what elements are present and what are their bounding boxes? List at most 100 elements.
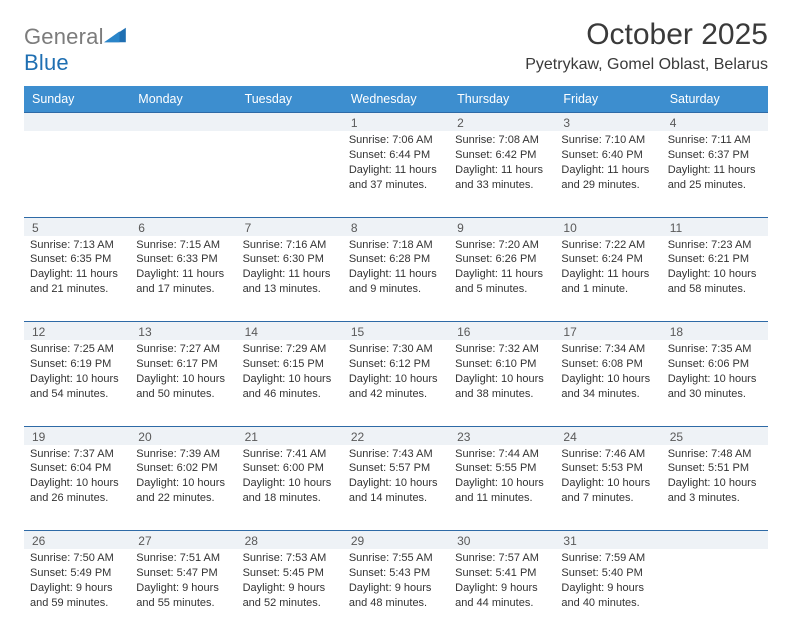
day-cell: Sunrise: 7:13 AMSunset: 6:35 PMDaylight:… bbox=[24, 236, 130, 322]
day-detail-line: Sunrise: 7:25 AM bbox=[30, 342, 124, 357]
day-detail-line: Daylight: 9 hours and 59 minutes. bbox=[30, 581, 124, 611]
day-number: 4 bbox=[662, 113, 768, 131]
day-detail-line: Sunset: 5:57 PM bbox=[349, 461, 443, 476]
day-detail-line: Sunrise: 7:30 AM bbox=[349, 342, 443, 357]
day-cell-inner: Sunrise: 7:06 AMSunset: 6:44 PMDaylight:… bbox=[343, 131, 449, 196]
day-number: 15 bbox=[343, 322, 449, 340]
day-cell: Sunrise: 7:51 AMSunset: 5:47 PMDaylight:… bbox=[130, 549, 236, 635]
day-detail-line: Sunrise: 7:34 AM bbox=[561, 342, 655, 357]
day-cell-inner: Sunrise: 7:46 AMSunset: 5:53 PMDaylight:… bbox=[555, 445, 661, 510]
day-number bbox=[237, 113, 343, 131]
day-number: 16 bbox=[449, 322, 555, 340]
day-number-cell: 20 bbox=[130, 426, 236, 445]
day-number: 25 bbox=[662, 427, 768, 445]
day-number: 5 bbox=[24, 218, 130, 236]
day-number-cell: 13 bbox=[130, 322, 236, 341]
week-detail-row: Sunrise: 7:25 AMSunset: 6:19 PMDaylight:… bbox=[24, 340, 768, 426]
day-detail-line: Daylight: 10 hours and 46 minutes. bbox=[243, 372, 337, 402]
day-cell bbox=[130, 131, 236, 217]
day-detail-line: Sunrise: 7:29 AM bbox=[243, 342, 337, 357]
day-number: 27 bbox=[130, 531, 236, 549]
day-number-cell: 10 bbox=[555, 217, 661, 236]
day-detail-line: Sunset: 6:04 PM bbox=[30, 461, 124, 476]
day-number-cell: 11 bbox=[662, 217, 768, 236]
day-number-cell: 14 bbox=[237, 322, 343, 341]
day-number: 30 bbox=[449, 531, 555, 549]
day-cell-inner: Sunrise: 7:53 AMSunset: 5:45 PMDaylight:… bbox=[237, 549, 343, 614]
day-detail-line: Daylight: 9 hours and 55 minutes. bbox=[136, 581, 230, 611]
day-detail-line: Sunrise: 7:06 AM bbox=[349, 133, 443, 148]
day-cell-inner: Sunrise: 7:15 AMSunset: 6:33 PMDaylight:… bbox=[130, 236, 236, 301]
day-detail-line: Daylight: 11 hours and 13 minutes. bbox=[243, 267, 337, 297]
day-detail-line: Sunset: 6:42 PM bbox=[455, 148, 549, 163]
day-number-cell: 15 bbox=[343, 322, 449, 341]
day-cell: Sunrise: 7:37 AMSunset: 6:04 PMDaylight:… bbox=[24, 445, 130, 531]
day-detail-line: Daylight: 11 hours and 29 minutes. bbox=[561, 163, 655, 193]
day-detail-line: Sunrise: 7:53 AM bbox=[243, 551, 337, 566]
day-number: 7 bbox=[237, 218, 343, 236]
day-cell: Sunrise: 7:41 AMSunset: 6:00 PMDaylight:… bbox=[237, 445, 343, 531]
day-number-cell bbox=[130, 113, 236, 132]
day-detail-line: Sunset: 6:24 PM bbox=[561, 252, 655, 267]
day-detail-line: Daylight: 10 hours and 26 minutes. bbox=[30, 476, 124, 506]
weekday-header: Wednesday bbox=[343, 86, 449, 113]
day-detail-line: Sunrise: 7:51 AM bbox=[136, 551, 230, 566]
day-cell-inner: Sunrise: 7:37 AMSunset: 6:04 PMDaylight:… bbox=[24, 445, 130, 510]
day-cell: Sunrise: 7:25 AMSunset: 6:19 PMDaylight:… bbox=[24, 340, 130, 426]
day-detail-line: Sunrise: 7:46 AM bbox=[561, 447, 655, 462]
day-number: 19 bbox=[24, 427, 130, 445]
weekday-header: Friday bbox=[555, 86, 661, 113]
day-number: 28 bbox=[237, 531, 343, 549]
day-detail-line: Sunset: 6:33 PM bbox=[136, 252, 230, 267]
week-daynum-row: 1234 bbox=[24, 113, 768, 132]
day-detail-line: Daylight: 10 hours and 34 minutes. bbox=[561, 372, 655, 402]
day-cell: Sunrise: 7:39 AMSunset: 6:02 PMDaylight:… bbox=[130, 445, 236, 531]
day-detail-line: Sunset: 6:28 PM bbox=[349, 252, 443, 267]
day-number: 2 bbox=[449, 113, 555, 131]
day-detail-line: Daylight: 11 hours and 9 minutes. bbox=[349, 267, 443, 297]
day-cell-inner: Sunrise: 7:08 AMSunset: 6:42 PMDaylight:… bbox=[449, 131, 555, 196]
day-detail-line: Daylight: 10 hours and 58 minutes. bbox=[668, 267, 762, 297]
day-detail-line: Sunrise: 7:23 AM bbox=[668, 238, 762, 253]
day-detail-line: Sunrise: 7:39 AM bbox=[136, 447, 230, 462]
weekday-header: Saturday bbox=[662, 86, 768, 113]
day-cell: Sunrise: 7:29 AMSunset: 6:15 PMDaylight:… bbox=[237, 340, 343, 426]
day-cell-inner: Sunrise: 7:39 AMSunset: 6:02 PMDaylight:… bbox=[130, 445, 236, 510]
day-cell bbox=[24, 131, 130, 217]
day-detail-line: Sunrise: 7:48 AM bbox=[668, 447, 762, 462]
week-detail-row: Sunrise: 7:50 AMSunset: 5:49 PMDaylight:… bbox=[24, 549, 768, 635]
day-number bbox=[130, 113, 236, 131]
day-detail-line: Sunrise: 7:35 AM bbox=[668, 342, 762, 357]
day-cell-inner: Sunrise: 7:34 AMSunset: 6:08 PMDaylight:… bbox=[555, 340, 661, 405]
day-detail-line: Sunrise: 7:41 AM bbox=[243, 447, 337, 462]
day-detail-line: Sunrise: 7:13 AM bbox=[30, 238, 124, 253]
day-detail-line: Daylight: 10 hours and 11 minutes. bbox=[455, 476, 549, 506]
day-number-cell: 16 bbox=[449, 322, 555, 341]
calendar-header-row: Sunday Monday Tuesday Wednesday Thursday… bbox=[24, 86, 768, 113]
day-cell-inner: Sunrise: 7:32 AMSunset: 6:10 PMDaylight:… bbox=[449, 340, 555, 405]
weekday-header: Monday bbox=[130, 86, 236, 113]
day-number: 9 bbox=[449, 218, 555, 236]
day-detail-line: Sunset: 5:51 PM bbox=[668, 461, 762, 476]
day-detail-line: Daylight: 11 hours and 1 minute. bbox=[561, 267, 655, 297]
day-cell: Sunrise: 7:32 AMSunset: 6:10 PMDaylight:… bbox=[449, 340, 555, 426]
day-number: 14 bbox=[237, 322, 343, 340]
location: Pyetrykaw, Gomel Oblast, Belarus bbox=[525, 56, 768, 74]
day-cell-inner: Sunrise: 7:18 AMSunset: 6:28 PMDaylight:… bbox=[343, 236, 449, 301]
day-number-cell: 21 bbox=[237, 426, 343, 445]
day-number-cell: 28 bbox=[237, 531, 343, 550]
day-cell: Sunrise: 7:48 AMSunset: 5:51 PMDaylight:… bbox=[662, 445, 768, 531]
day-cell-inner: Sunrise: 7:29 AMSunset: 6:15 PMDaylight:… bbox=[237, 340, 343, 405]
day-detail-line: Daylight: 10 hours and 18 minutes. bbox=[243, 476, 337, 506]
day-detail-line: Sunrise: 7:11 AM bbox=[668, 133, 762, 148]
day-cell-inner bbox=[130, 131, 236, 137]
day-cell-inner: Sunrise: 7:11 AMSunset: 6:37 PMDaylight:… bbox=[662, 131, 768, 196]
day-cell: Sunrise: 7:15 AMSunset: 6:33 PMDaylight:… bbox=[130, 236, 236, 322]
day-detail-line: Sunset: 5:47 PM bbox=[136, 566, 230, 581]
day-cell: Sunrise: 7:23 AMSunset: 6:21 PMDaylight:… bbox=[662, 236, 768, 322]
week-daynum-row: 12131415161718 bbox=[24, 322, 768, 341]
day-number-cell: 7 bbox=[237, 217, 343, 236]
day-detail-line: Sunset: 5:41 PM bbox=[455, 566, 549, 581]
day-detail-line: Sunrise: 7:22 AM bbox=[561, 238, 655, 253]
day-detail-line: Sunset: 5:55 PM bbox=[455, 461, 549, 476]
